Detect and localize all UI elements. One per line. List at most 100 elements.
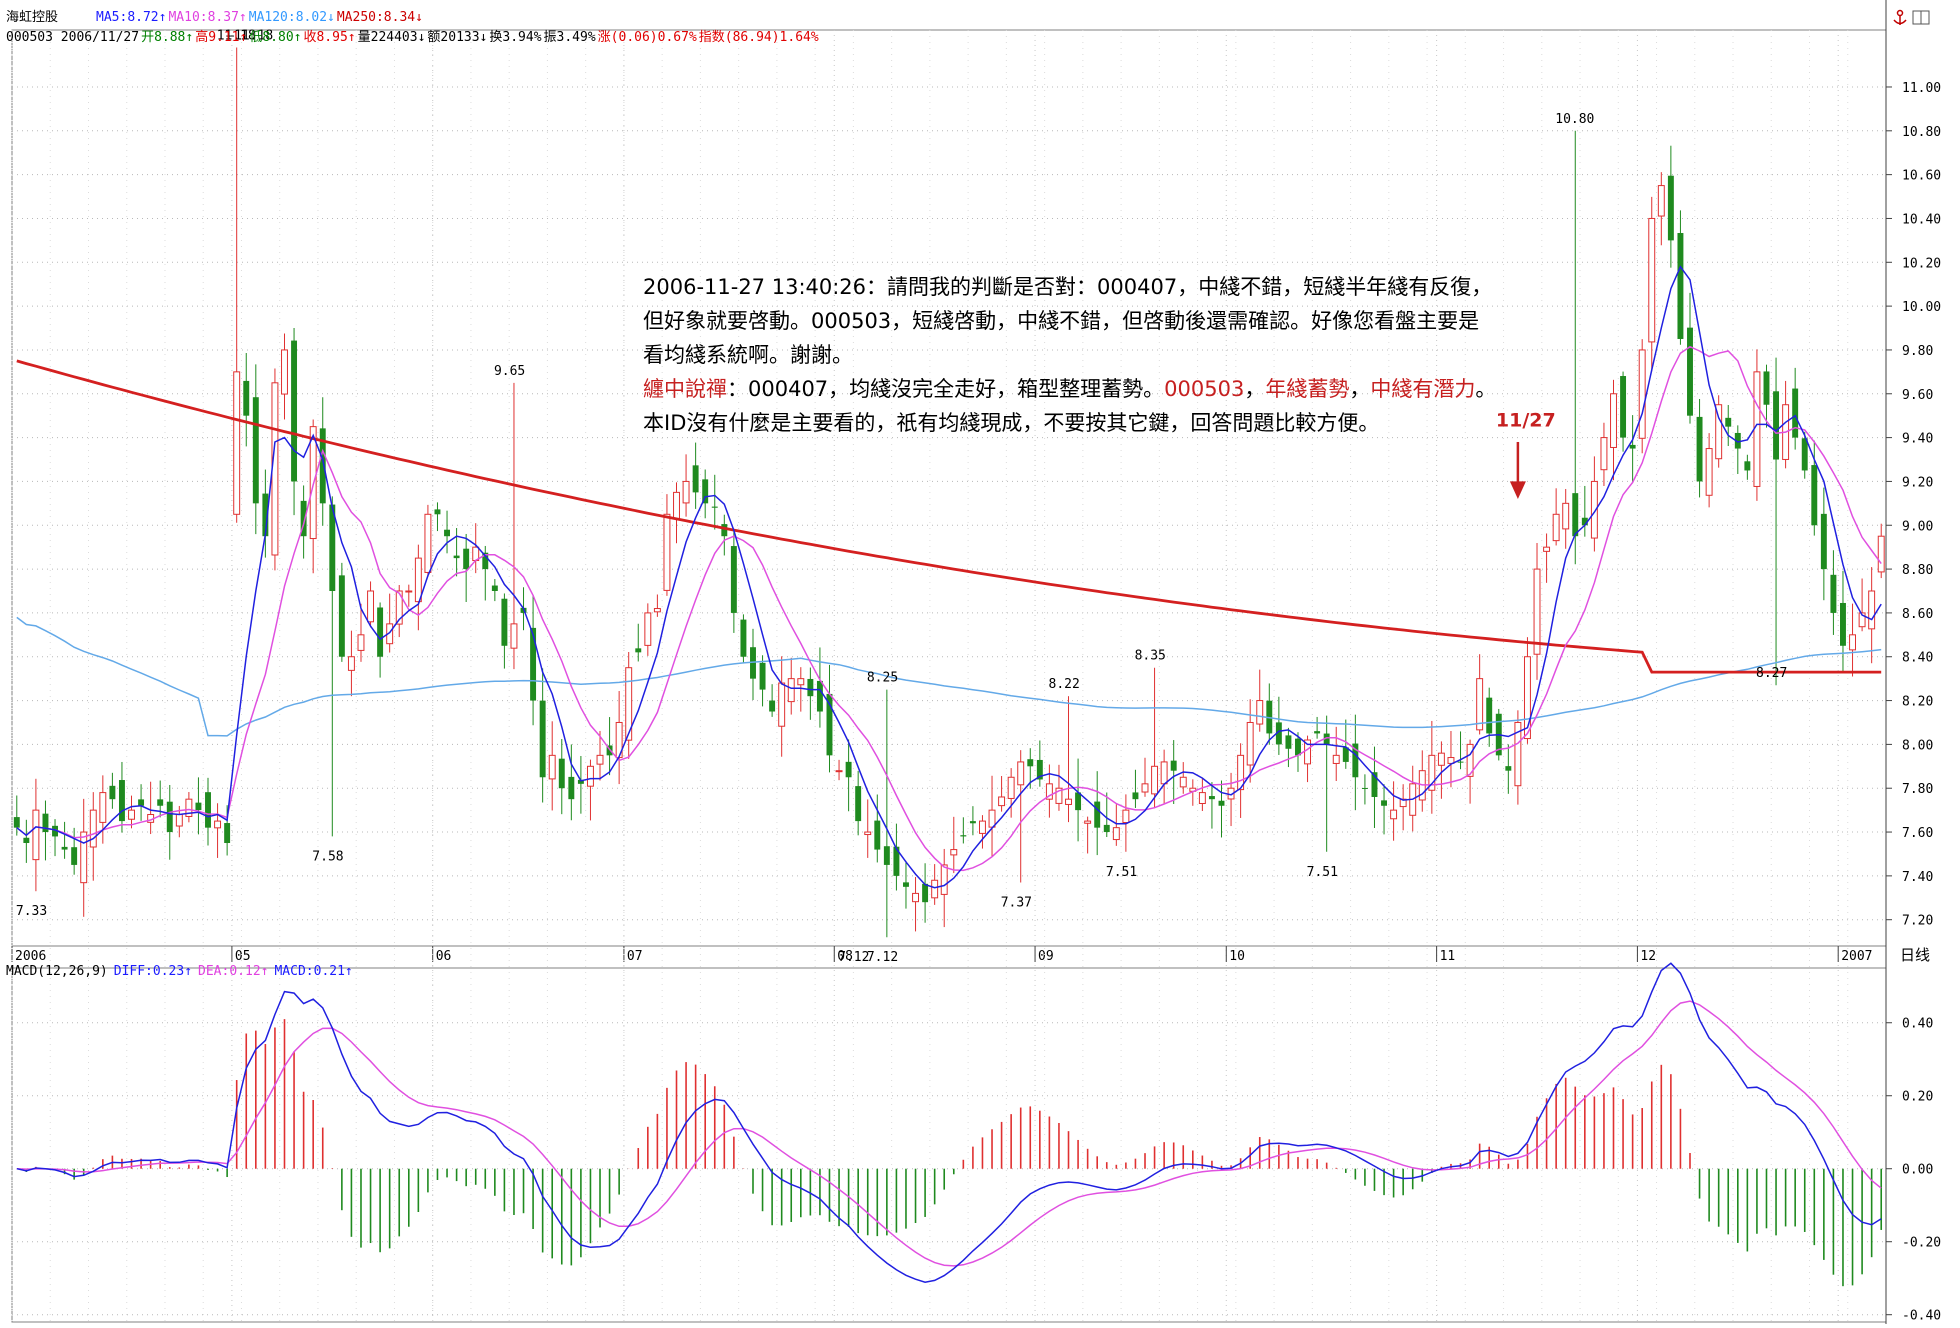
- candle-body-up: [1638, 349, 1646, 439]
- annotation-segment: 中綫有潛力: [1370, 377, 1476, 401]
- stock-name: 海虹控股: [6, 10, 59, 25]
- candle-body-down: [1275, 722, 1282, 745]
- time-tick-label: 08: [837, 949, 853, 964]
- candle-body-down: [1295, 738, 1301, 756]
- anchor-icon[interactable]: [1893, 9, 1907, 26]
- price-info-item: 额20133↓: [427, 30, 488, 45]
- candle-body-down: [826, 693, 833, 756]
- candle-body-up: [1332, 754, 1340, 764]
- candle-body-down: [1620, 376, 1627, 438]
- price-tick-label: 10.80: [1902, 125, 1941, 140]
- macd-diff-line: [16, 962, 1882, 1283]
- candle-body-up: [233, 371, 241, 515]
- candle-body-down: [577, 779, 584, 784]
- candle-body-down: [855, 786, 862, 822]
- candle-body-up: [347, 656, 355, 671]
- candle-body-down: [730, 546, 737, 613]
- candle-body-up: [1084, 820, 1092, 824]
- candle-body-up: [682, 480, 690, 504]
- candle-body-down: [319, 428, 326, 504]
- ma-legend-item: MA5:8.72↑: [96, 10, 167, 25]
- candle-body-down: [769, 700, 776, 712]
- annotation-segment: 年綫蓄勢: [1265, 377, 1350, 401]
- candle-body-down: [262, 493, 269, 537]
- time-tick-label: 12: [1640, 949, 1656, 964]
- annotation-segment: 000503: [1164, 377, 1245, 401]
- annotation-segment: ：000407，均綫沒完全走好，箱型整理蓄勢。: [727, 377, 1165, 401]
- candle-body-down: [530, 627, 537, 701]
- candle-body-up: [548, 754, 556, 780]
- annotation-line: 本ID沒有什麼是主要看的，祇有均綫現成，不要按其它鍵，回答問題比較方便。: [643, 406, 1496, 440]
- annotation-segment: 本ID沒有什麼是主要看的，祇有均綫現成，不要按其它鍵，回答問題比較方便。: [643, 411, 1380, 435]
- candle-body-down: [195, 802, 202, 811]
- candle-body-up: [1045, 783, 1053, 800]
- candle-body-up: [1849, 634, 1856, 651]
- candle-body-up: [405, 590, 413, 593]
- candle-body-up: [663, 513, 671, 591]
- date-marker-label: 11/27: [1496, 410, 1556, 432]
- price-tick-label: 11.00: [1902, 81, 1941, 96]
- price-tick-label: 9.40: [1902, 432, 1933, 447]
- candle-body-down: [960, 835, 967, 837]
- candle-body-down: [721, 524, 728, 537]
- candle-body-up: [912, 892, 919, 903]
- candle-body-down: [903, 882, 909, 887]
- candle-body-up: [1179, 776, 1187, 788]
- candle-body-down: [157, 799, 164, 806]
- annotation-text: 2006-11-27 13:40:26：請問我的判斷是否對：000407，中綫不…: [643, 270, 1496, 440]
- window-icon[interactable]: [1912, 10, 1930, 25]
- price-info-item: 换3.94%: [489, 30, 542, 45]
- candle-body-down: [816, 680, 823, 712]
- price-tick-label: 9.60: [1902, 388, 1933, 403]
- candle-body-down: [1094, 801, 1101, 828]
- toolbar-icons[interactable]: [1892, 8, 1934, 28]
- candle-body-down: [243, 380, 250, 416]
- macd-tick-label: -0.40: [1902, 1309, 1941, 1324]
- candle-body-down: [1342, 747, 1349, 762]
- candle-body-up: [1705, 448, 1713, 496]
- candle-body-up: [1877, 535, 1885, 573]
- candle-body-down: [1572, 493, 1579, 537]
- macd-legend-item: MACD:0.21↑: [274, 964, 353, 979]
- price-tick-label: 7.20: [1902, 914, 1933, 929]
- date-marker-arrow-head: [1509, 481, 1526, 499]
- candle-body-down: [166, 801, 173, 833]
- candle-body-down: [1075, 792, 1082, 811]
- candle-body-up: [673, 491, 680, 520]
- candle-body-down: [1314, 731, 1321, 734]
- candle-body-down: [1744, 461, 1751, 471]
- candle-body-up: [1533, 568, 1541, 655]
- candle-body-up: [281, 349, 288, 395]
- candle-body-down: [874, 820, 881, 850]
- candle-body-up: [1657, 185, 1665, 217]
- macd-dea-line: [16, 1000, 1882, 1267]
- annotation-segment: 看均綫系統啊。謝謝。: [643, 343, 853, 367]
- candle-body-down: [635, 648, 642, 653]
- candle-body-down: [252, 397, 259, 504]
- candle-body-down: [1667, 175, 1674, 241]
- candle-body-down: [1677, 233, 1684, 339]
- candle-body-up: [1466, 743, 1474, 777]
- candle-body-down: [501, 598, 508, 646]
- time-tick-label: 07: [627, 949, 643, 964]
- candle-body-up: [510, 623, 518, 649]
- macd-tick-label: -0.20: [1902, 1236, 1941, 1251]
- annotation-segment: 2006-11-27 13:40:26：請問我的判斷是否對：000407，中綫不…: [643, 275, 1493, 299]
- candle-body-up: [89, 809, 97, 848]
- candle-body-up: [1246, 721, 1254, 766]
- ma250-line: [16, 359, 1882, 674]
- candle-body-up: [1715, 404, 1723, 460]
- price-extreme-label: 7.33: [16, 904, 47, 919]
- macd-tick-label: 0.20: [1902, 1090, 1933, 1105]
- macd-legend-item: MACD(12,26,9): [6, 964, 108, 979]
- ma120-line: [16, 616, 1882, 737]
- candle-body-up: [1476, 678, 1484, 731]
- candle-body-down: [969, 821, 976, 824]
- candle-body-down: [1830, 574, 1837, 613]
- annotation-segment: 纏中說禪: [643, 377, 727, 401]
- candle-body-down: [329, 504, 336, 591]
- candle-body-up: [1151, 765, 1159, 795]
- candle-body-up: [835, 770, 843, 773]
